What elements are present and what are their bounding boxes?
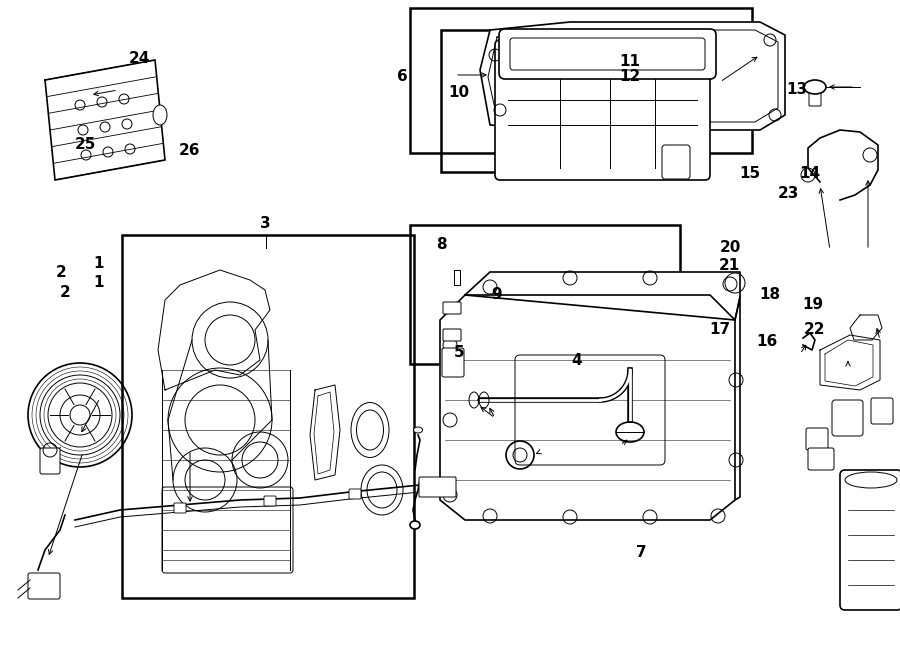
Text: 17: 17 [709, 322, 731, 336]
FancyBboxPatch shape [806, 428, 828, 450]
FancyBboxPatch shape [832, 400, 863, 436]
Text: 9: 9 [491, 287, 502, 301]
Text: 20: 20 [720, 241, 742, 255]
Text: 8: 8 [436, 237, 446, 252]
Text: 1: 1 [94, 256, 104, 270]
Ellipse shape [410, 521, 420, 529]
Bar [441, 30, 688, 172]
Polygon shape [310, 385, 340, 480]
Text: 23: 23 [778, 186, 799, 200]
FancyBboxPatch shape [443, 302, 461, 314]
FancyBboxPatch shape [808, 448, 834, 470]
Text: 25: 25 [75, 137, 96, 151]
Polygon shape [850, 315, 882, 340]
Text: 13: 13 [786, 82, 807, 97]
Text: 26: 26 [178, 143, 200, 158]
FancyBboxPatch shape [662, 145, 690, 179]
FancyBboxPatch shape [495, 40, 710, 180]
Text: 1: 1 [94, 275, 104, 290]
FancyBboxPatch shape [264, 496, 276, 506]
Polygon shape [158, 270, 270, 390]
FancyBboxPatch shape [40, 448, 60, 474]
Ellipse shape [413, 427, 422, 433]
Text: 14: 14 [799, 166, 821, 180]
Text: 10: 10 [448, 85, 470, 100]
Text: 2: 2 [56, 265, 67, 280]
FancyBboxPatch shape [809, 86, 821, 106]
FancyBboxPatch shape [840, 470, 900, 610]
Text: 19: 19 [802, 297, 824, 311]
FancyBboxPatch shape [28, 573, 60, 599]
Text: 24: 24 [129, 51, 150, 65]
FancyBboxPatch shape [499, 29, 716, 79]
Bar [122, 235, 414, 598]
Ellipse shape [845, 472, 897, 488]
Ellipse shape [804, 80, 826, 94]
Text: 5: 5 [454, 346, 464, 360]
Bar [410, 225, 680, 364]
FancyBboxPatch shape [871, 398, 893, 424]
Text: 7: 7 [636, 545, 647, 560]
Bar [410, 8, 752, 153]
Polygon shape [454, 270, 460, 285]
Text: 11: 11 [619, 54, 641, 69]
Polygon shape [735, 297, 740, 500]
Text: 12: 12 [619, 69, 641, 83]
Polygon shape [45, 60, 165, 180]
Polygon shape [440, 295, 735, 520]
FancyBboxPatch shape [419, 477, 456, 497]
Text: 18: 18 [759, 287, 780, 301]
FancyBboxPatch shape [174, 503, 186, 513]
Text: 16: 16 [756, 334, 778, 348]
FancyBboxPatch shape [349, 489, 361, 499]
Text: 2: 2 [59, 286, 70, 300]
Text: 22: 22 [804, 322, 825, 336]
Polygon shape [480, 22, 785, 130]
Text: 4: 4 [572, 353, 582, 368]
Polygon shape [465, 272, 740, 320]
FancyBboxPatch shape [443, 329, 461, 341]
FancyBboxPatch shape [442, 348, 464, 377]
Text: 15: 15 [739, 166, 760, 180]
Polygon shape [820, 335, 880, 390]
Text: 21: 21 [718, 258, 740, 273]
Ellipse shape [153, 105, 167, 125]
Text: 6: 6 [397, 69, 408, 83]
Text: 3: 3 [260, 216, 271, 231]
